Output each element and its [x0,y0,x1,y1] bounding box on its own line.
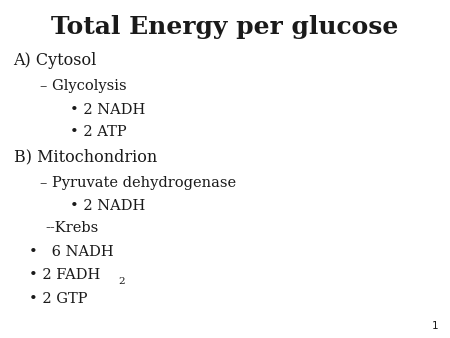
Text: – Glycolysis: – Glycolysis [40,79,127,93]
Text: Total Energy per glucose: Total Energy per glucose [51,15,399,39]
Text: A) Cytosol: A) Cytosol [14,52,97,69]
Text: 2: 2 [118,277,125,286]
Text: --Krebs: --Krebs [45,221,98,235]
Text: • 2 NADH: • 2 NADH [70,103,145,117]
Text: – Pyruvate dehydrogenase: – Pyruvate dehydrogenase [40,175,237,190]
Text: • 2 ATP: • 2 ATP [70,125,126,139]
Text: •   6 NADH: • 6 NADH [29,245,114,259]
Text: • 2 NADH: • 2 NADH [70,199,145,213]
Text: 1: 1 [432,320,439,331]
Text: B) Mitochondrion: B) Mitochondrion [14,149,157,166]
Text: • 2 FADH: • 2 FADH [29,268,100,283]
Text: • 2 GTP: • 2 GTP [29,292,88,306]
